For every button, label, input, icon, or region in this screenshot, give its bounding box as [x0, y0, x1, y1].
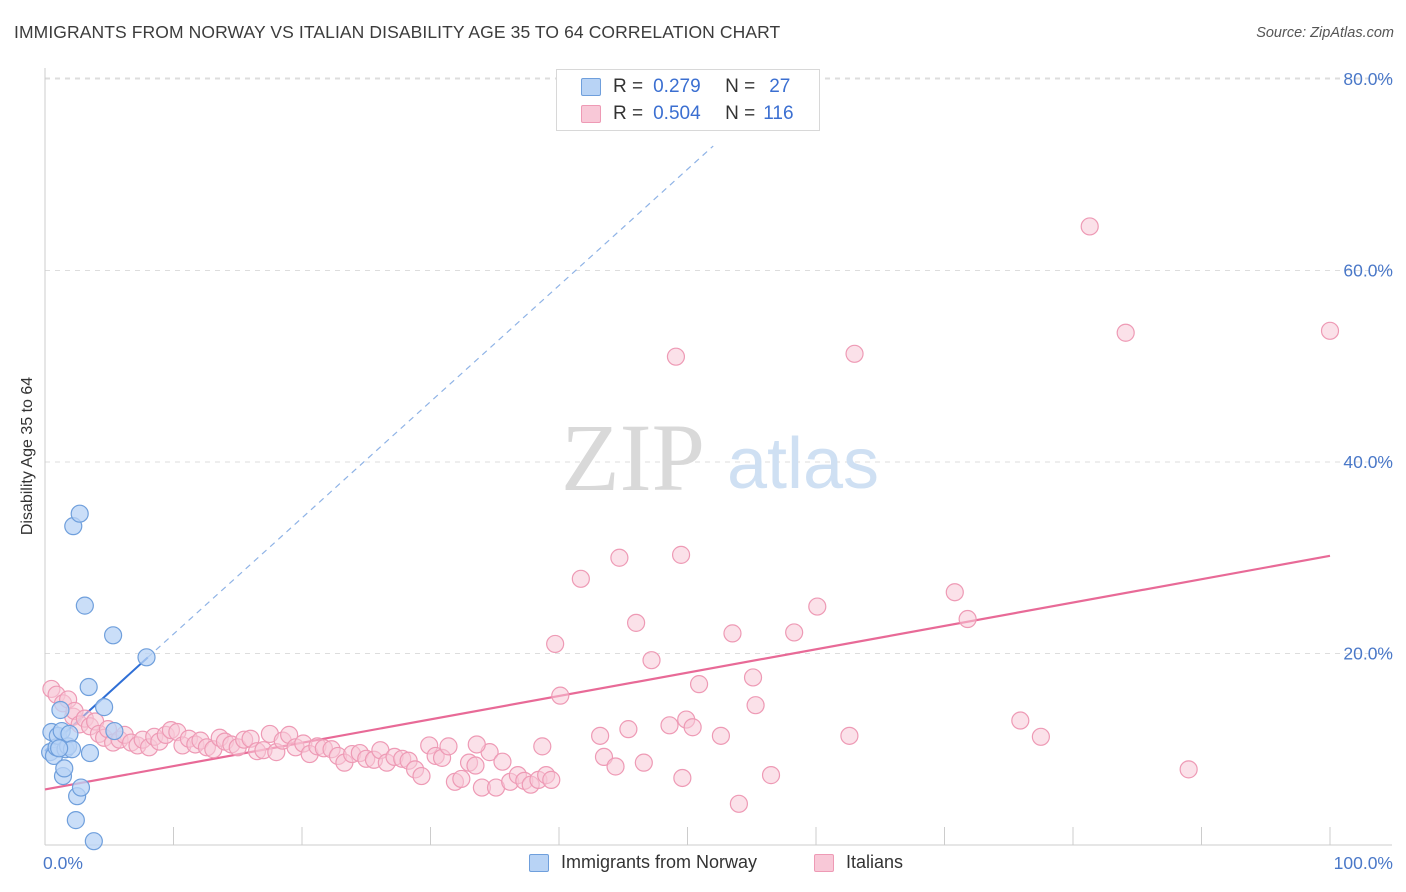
y-tick-label: 40.0% — [1343, 452, 1393, 472]
italians-point — [683, 718, 702, 737]
norway-points — [41, 504, 156, 851]
legend-r-value-norway: 0.279 — [653, 76, 701, 97]
italians-point — [666, 347, 686, 366]
norway-point — [66, 811, 85, 830]
bottom-legend-norway: Immigrants from Norway — [529, 852, 757, 873]
norway-point — [105, 721, 124, 741]
bottom-legend-label-italians: Italians — [846, 852, 904, 872]
italians-point — [606, 757, 625, 776]
italians-point — [466, 756, 485, 775]
italians-point — [591, 726, 610, 745]
y-tick-label: 80.0% — [1343, 69, 1393, 89]
legend-row-italians: R = 0.504 N = 116 — [581, 102, 794, 126]
watermark-zip: ZIP — [561, 404, 705, 511]
italians-point — [945, 583, 964, 602]
norway-point — [55, 759, 74, 778]
norway-point — [71, 778, 91, 797]
legend-n-label: N = — [725, 103, 756, 124]
italians-point — [610, 548, 629, 567]
legend-row-norway: R = 0.279 N = 27 — [581, 75, 790, 99]
italians-points — [42, 217, 1340, 813]
italians-point — [958, 609, 977, 629]
watermark: ZIP atlas — [561, 404, 879, 511]
italians-point — [542, 770, 561, 789]
bottom-legend-swatch-norway — [529, 853, 549, 872]
italians-point — [1179, 760, 1198, 779]
italians-point — [412, 766, 431, 786]
italians-point — [660, 716, 679, 735]
legend-n-label: N = — [725, 76, 756, 97]
italians-point — [571, 569, 590, 588]
bottom-legend-swatch-italians — [814, 853, 834, 872]
legend-swatch-norway — [581, 78, 601, 96]
italians-point — [1031, 727, 1050, 746]
norway-trend-extension — [147, 145, 714, 658]
italians-point — [689, 675, 709, 694]
chart-title: IMMIGRANTS FROM NORWAY VS ITALIAN DISABI… — [14, 22, 781, 42]
norway-point — [95, 698, 114, 717]
italians-point — [673, 768, 692, 788]
y-tick-label: 60.0% — [1343, 261, 1393, 281]
italians-point — [533, 737, 552, 756]
watermark-atlas: atlas — [727, 424, 879, 504]
norway-point — [104, 626, 123, 645]
italians-point — [1116, 323, 1135, 342]
italians-point — [551, 686, 570, 705]
legend-r-label: R = — [613, 103, 644, 124]
norway-point — [60, 724, 79, 744]
italians-point — [840, 726, 859, 745]
italians-point — [626, 613, 646, 632]
legend-r-value-italians: 0.504 — [653, 103, 701, 124]
norway-point — [137, 648, 156, 667]
italians-point — [634, 753, 653, 772]
legend-r-label: R = — [613, 76, 644, 97]
italians-point — [452, 769, 471, 789]
italians-point — [1011, 711, 1030, 730]
italians-point — [845, 344, 864, 363]
norway-point — [75, 596, 94, 615]
x-tick-label-max: 100.0% — [1334, 853, 1393, 873]
norway-point — [70, 504, 89, 523]
legend-n-value-italians: 116 — [763, 103, 794, 124]
italians-point — [711, 726, 731, 745]
norway-point — [84, 832, 103, 851]
bottom-legend-italians: Italians — [814, 852, 903, 873]
x-tick-label-min: 0.0% — [43, 853, 83, 873]
italians-point — [493, 752, 512, 771]
italians-point — [808, 597, 827, 616]
italians-point — [785, 623, 804, 642]
norway-point — [50, 739, 69, 758]
correlation-legend: R = 0.279 N = 27 R = 0.504 N = 116 — [556, 69, 820, 131]
italians-point — [671, 545, 691, 564]
italians-point — [467, 735, 486, 754]
italians-point — [746, 696, 765, 715]
italians-point — [743, 668, 763, 687]
italians-point — [1080, 217, 1099, 236]
tick-labels: 20.0% 40.0% 60.0% 80.0% 0.0% 100.0% — [43, 69, 1393, 873]
bottom-legend-label-norway: Immigrants from Norway — [561, 852, 758, 872]
legend-swatch-italians — [581, 105, 601, 123]
norway-point — [79, 677, 98, 697]
norway-point — [51, 700, 70, 720]
italians-point — [619, 720, 638, 739]
y-tick-label: 20.0% — [1343, 644, 1393, 664]
axes — [44, 68, 1392, 846]
source-label: Source: ZipAtlas.com — [1256, 25, 1394, 41]
norway-point — [80, 743, 100, 763]
italians-point — [1320, 321, 1340, 340]
italians-point — [729, 794, 749, 813]
italians-point — [642, 651, 661, 670]
italians-point — [723, 624, 742, 643]
legend-n-value-norway: 27 — [769, 76, 791, 97]
italians-point — [439, 737, 458, 756]
italians-point — [546, 634, 565, 654]
italians-point — [761, 766, 781, 785]
